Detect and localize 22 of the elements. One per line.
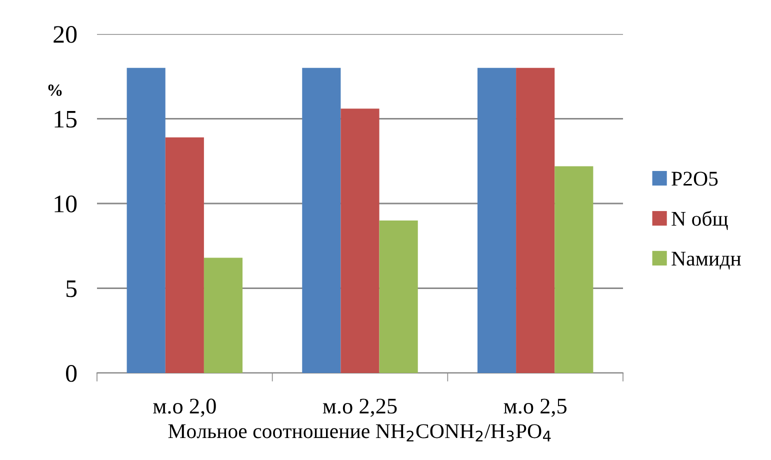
- bar: [165, 137, 204, 373]
- y-tick-label: 0: [66, 365, 77, 382]
- y-tick-label: 10: [54, 196, 77, 212]
- bar: [554, 166, 594, 373]
- legend-label: N общ: [672, 210, 728, 230]
- bar: [379, 220, 418, 373]
- x-axis-title: Мольное соотношение NH$_{2}$CONH$_{2}$/H$_{3}$PO$_{4}$: [168, 424, 551, 442]
- bar: [340, 108, 380, 373]
- legend-label: Nамидн: [672, 252, 741, 270]
- x-tick-label: м.о 2,25: [322, 398, 397, 417]
- bar: [204, 258, 243, 373]
- y-tick-label: 15: [54, 110, 77, 128]
- bar: [126, 68, 166, 373]
- y-tick-label: 20: [54, 26, 77, 43]
- y-tick-label: 5: [66, 280, 77, 298]
- y-axis-title: %: [48, 84, 62, 96]
- legend-label: P2O5: [672, 172, 718, 186]
- bar: [477, 68, 516, 373]
- bar: [516, 68, 555, 373]
- x-tick-label: м.о 2,0: [153, 398, 216, 417]
- bar: [302, 68, 341, 373]
- x-tick-label: м.о 2,5: [504, 398, 566, 417]
